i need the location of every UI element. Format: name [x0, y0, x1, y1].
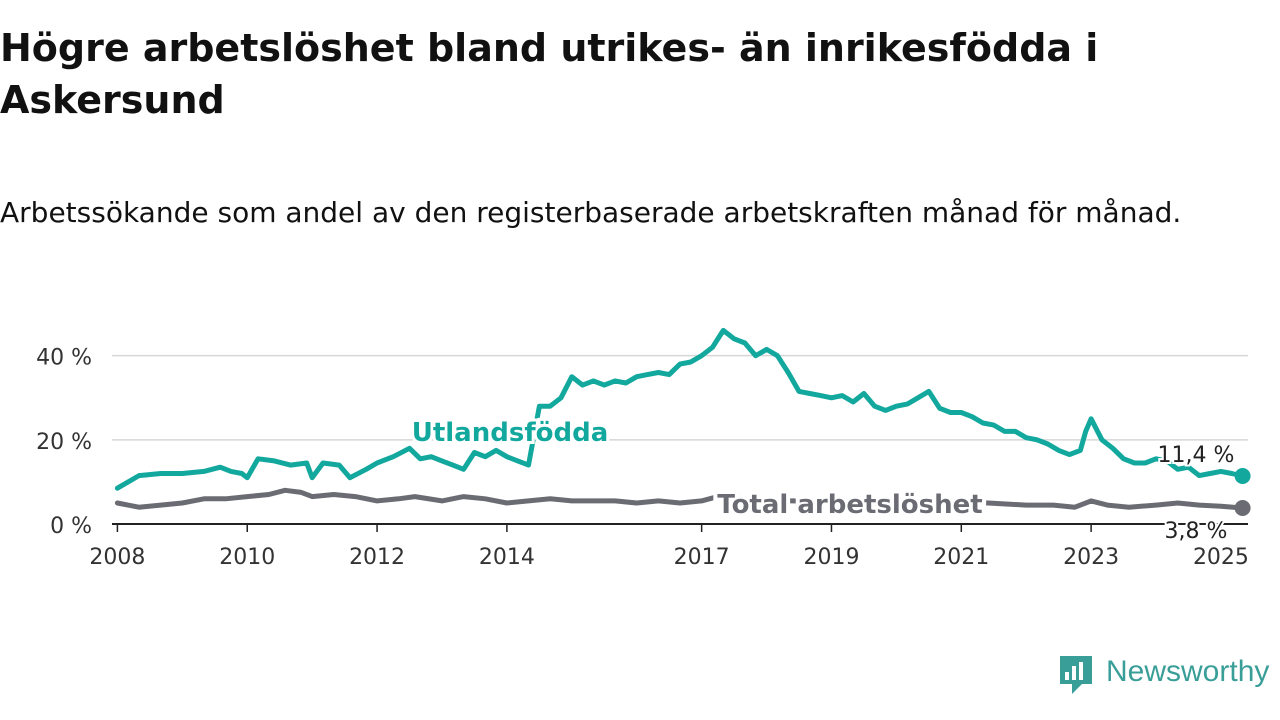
y-tick-label: 40 % [36, 346, 92, 371]
series-line-utlandsfodda [114, 327, 1246, 491]
chart-subtitle: Arbetssökande som andel av den registerb… [0, 196, 1182, 229]
x-tick-label: 2021 [933, 545, 989, 570]
newsworthy-chart-icon [1060, 656, 1092, 694]
series-end-marker-utlandsfodda [1234, 468, 1251, 485]
x-tick-label: 2019 [803, 545, 859, 570]
series-label-utlandsfodda: Utlandsfödda [412, 418, 609, 448]
line-chart: 0 % 20 % 40 % 2008 2010 2012 2014 2017 2019 2021 2… [36, 327, 1251, 570]
x-tick-label: 2008 [89, 545, 145, 570]
y-tick-label: 20 % [36, 430, 92, 455]
series-end-marker-total [1234, 500, 1251, 517]
newsworthy-logo: Newsworthy [1058, 652, 1278, 698]
x-tick-label: 2014 [479, 545, 535, 570]
series-label-total: Total arbetslöshet [717, 490, 982, 520]
series-line-total [114, 487, 1246, 511]
x-tick-label: 2023 [1063, 545, 1119, 570]
series-end-label-utlandsfodda: 11,4 % [1158, 443, 1235, 468]
series-end-label-total: 3,8 % [1165, 519, 1228, 544]
x-tick-label: 2017 [674, 545, 730, 570]
x-tick-label: 2025 [1193, 545, 1249, 570]
newsworthy-wordmark: Newsworthy [1106, 655, 1270, 688]
chart-title: Högre arbetslöshet bland utrikes- än inr… [0, 26, 1099, 122]
x-tick-label: 2012 [349, 545, 405, 570]
y-tick-label: 0 % [50, 514, 92, 539]
x-tick-label: 2010 [219, 545, 275, 570]
